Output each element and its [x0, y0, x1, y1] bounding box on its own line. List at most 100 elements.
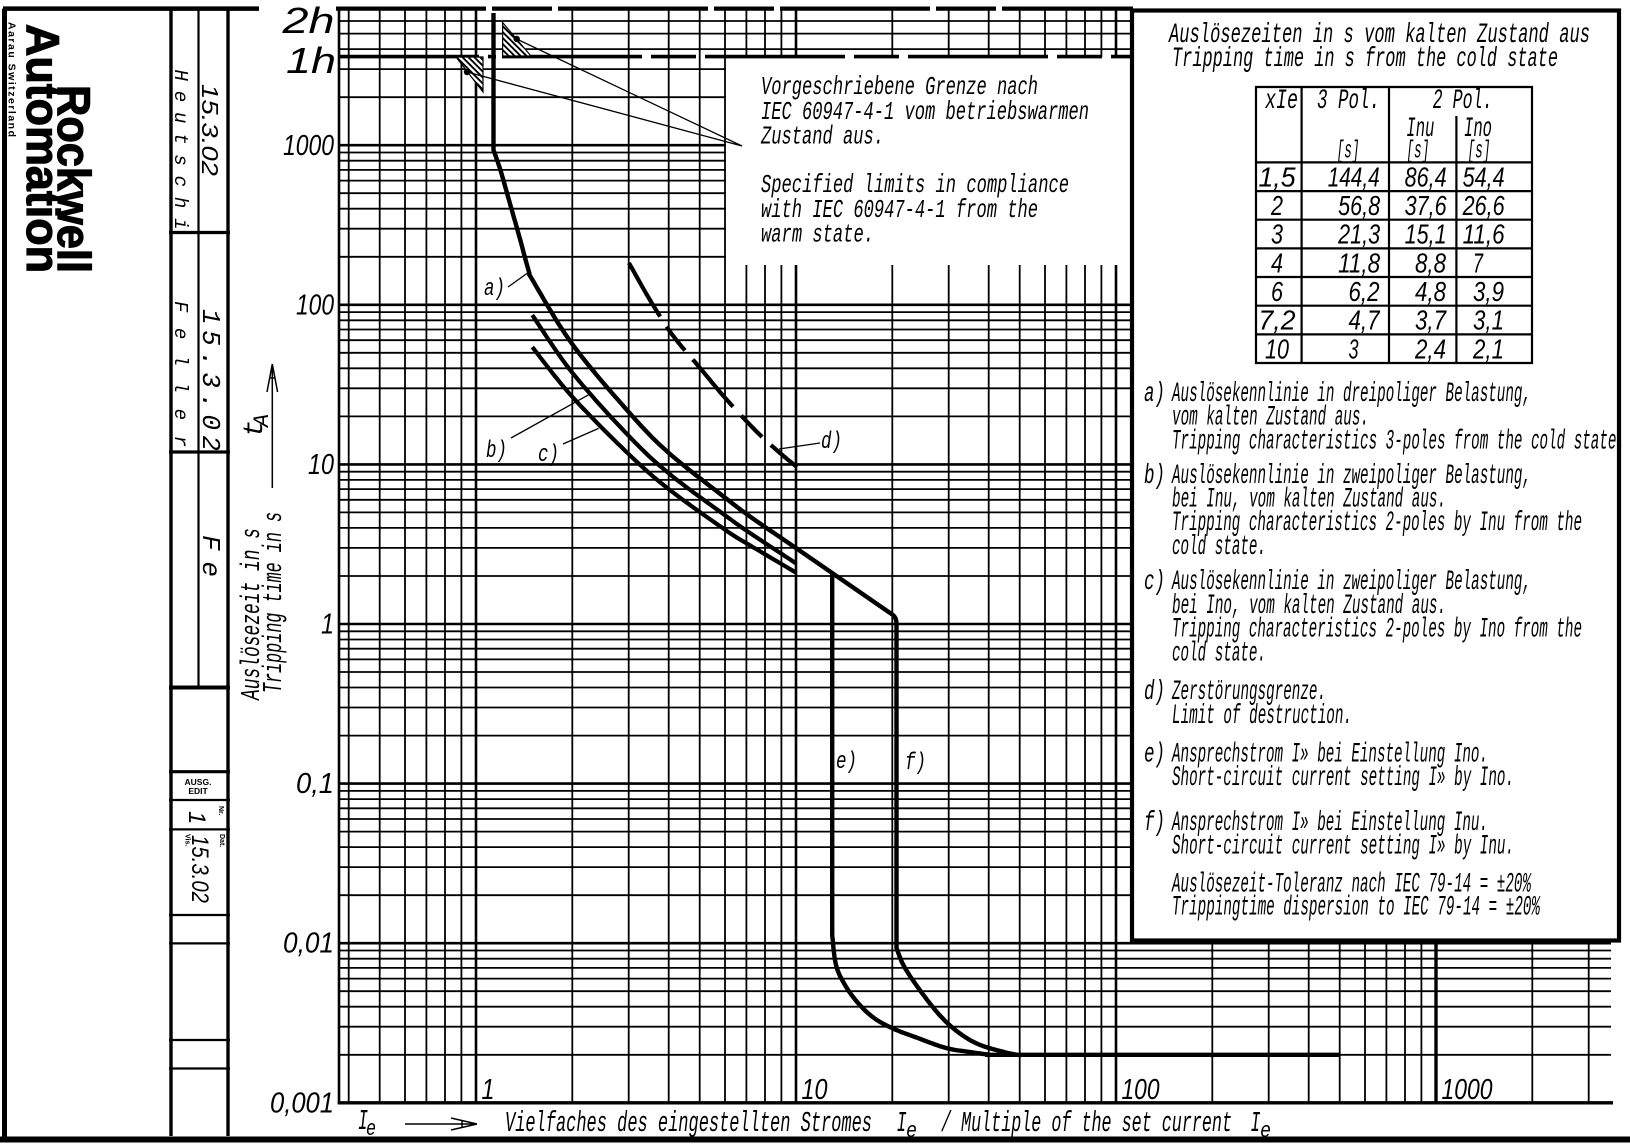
svg-text:3,9: 3,9 [1473, 276, 1504, 307]
svg-text:warm state.: warm state. [761, 220, 874, 250]
svg-text:0,01: 0,01 [283, 928, 334, 960]
svg-text:a): a) [1144, 379, 1165, 410]
svg-text:Specified limits in compliance: Specified limits in compliance [761, 170, 1069, 200]
svg-text:0,1: 0,1 [296, 768, 334, 800]
svg-text:IEC 60947-4-1 vom betriebswarm: IEC 60947-4-1 vom betriebswarmen [761, 97, 1089, 127]
svg-text:Auslösekennlinie in dreipolige: Auslösekennlinie in dreipoliger Belastun… [1171, 379, 1531, 410]
svg-text:cold state.: cold state. [1172, 638, 1266, 669]
svg-text:10: 10 [308, 449, 334, 481]
svg-text:26,6: 26,6 [1462, 190, 1505, 221]
svg-text:7,2: 7,2 [1259, 305, 1296, 336]
svg-text:AUSG.: AUSG. [185, 777, 212, 787]
svg-text:1: 1 [482, 1074, 495, 1106]
svg-text:1h: 1h [286, 40, 336, 81]
svg-text:b): b) [1144, 461, 1165, 492]
svg-text:[s]: [s] [1406, 137, 1429, 166]
svg-text:1: 1 [183, 811, 210, 824]
svg-text:/ Multiple of the set current: / Multiple of the set current [941, 1107, 1232, 1140]
svg-text:a): a) [484, 276, 505, 303]
svg-text:A: A [250, 414, 275, 429]
svg-text:Rockwell: Rockwell [48, 85, 100, 273]
svg-text:2h: 2h [281, 0, 334, 41]
svg-text:56,8: 56,8 [1338, 190, 1380, 221]
svg-text:15.3.02: 15.3.02 [197, 84, 223, 176]
svg-text:21,3: 21,3 [1337, 219, 1380, 250]
svg-text:Limit of destruction.: Limit of destruction. [1172, 701, 1352, 732]
svg-text:4,7: 4,7 [1349, 305, 1381, 336]
svg-text:Ansprechstrom I» bei Einstellu: Ansprechstrom I» bei Einstellung Inu. [1171, 808, 1488, 839]
svg-text:3,7: 3,7 [1415, 305, 1447, 336]
svg-text:3 Pol.: 3 Pol. [1317, 86, 1380, 117]
svg-text:144,4: 144,4 [1328, 161, 1380, 192]
svg-text:Inu: Inu [1406, 114, 1434, 145]
svg-text:Tripping time in s: Tripping time in s [260, 512, 290, 693]
svg-text:f): f) [1144, 808, 1165, 839]
svg-text:d): d) [821, 429, 842, 456]
svg-text:37,6: 37,6 [1405, 190, 1447, 221]
svg-text:I: I [1251, 1107, 1261, 1140]
svg-text:Nr.: Nr. [217, 806, 224, 815]
svg-text:7: 7 [1473, 247, 1484, 278]
svg-text:Auslösezeit in s: Auslösezeit in s [238, 528, 268, 701]
svg-text:6: 6 [1271, 276, 1283, 307]
svg-text:15.3.02: 15.3.02 [195, 309, 225, 451]
svg-text:11,6: 11,6 [1463, 219, 1505, 250]
svg-text:e: e [1260, 1119, 1271, 1144]
svg-text:10: 10 [1265, 333, 1289, 364]
svg-text:3: 3 [1349, 333, 1359, 364]
svg-text:54,4: 54,4 [1463, 161, 1505, 192]
svg-text:t: t [240, 420, 271, 437]
svg-text:6,2: 6,2 [1349, 276, 1380, 307]
svg-text:4: 4 [1271, 247, 1283, 278]
svg-text:cold state.: cold state. [1172, 532, 1266, 563]
svg-text:Auslösekennlinie in zweipolige: Auslösekennlinie in zweipoliger Belastun… [1171, 567, 1531, 598]
svg-text:10: 10 [802, 1074, 828, 1106]
svg-text:Auslösezeit-Toleranz nach IEC: Auslösezeit-Toleranz nach IEC 79-14 = ±2… [1171, 870, 1532, 901]
svg-text:EDIT: EDIT [188, 786, 208, 796]
svg-text:Tripping characteristics 3-pol: Tripping characteristics 3-poles from th… [1172, 426, 1625, 457]
svg-text:Vis.: Vis. [184, 834, 191, 846]
svg-text:1000: 1000 [1442, 1074, 1493, 1106]
svg-text:Dat.: Dat. [218, 834, 225, 847]
svg-text:2,1: 2,1 [1472, 333, 1504, 364]
svg-text:1: 1 [321, 609, 334, 641]
svg-text:2: 2 [1270, 190, 1283, 221]
svg-text:0,001: 0,001 [270, 1087, 334, 1119]
svg-text:bei Ino, vom kalten Zustand au: bei Ino, vom kalten Zustand aus. [1172, 591, 1446, 622]
svg-text:Vielfaches des eingestellten S: Vielfaches des eingestellten Stromes [505, 1107, 872, 1140]
svg-text:Aarau Switzerland: Aarau Switzerland [6, 22, 18, 137]
svg-text:8,8: 8,8 [1415, 247, 1446, 278]
svg-text:Ino: Ino [1464, 114, 1492, 145]
svg-text:[s]: [s] [1337, 137, 1360, 166]
svg-text:e: e [366, 1117, 376, 1142]
svg-text:Trippingtime dispersion to IEC: Trippingtime dispersion to IEC 79-14 = ±… [1172, 892, 1541, 923]
svg-text:1,5: 1,5 [1259, 161, 1296, 192]
svg-text:I: I [358, 1105, 368, 1138]
svg-text:Tripping characteristics 2-pol: Tripping characteristics 2-poles by Inu … [1172, 508, 1582, 539]
svg-text:4,8: 4,8 [1415, 276, 1446, 307]
svg-text:I: I [897, 1107, 907, 1140]
svg-text:3,1: 3,1 [1473, 305, 1504, 336]
svg-text:bei Inu, vom kalten Zustand au: bei Inu, vom kalten Zustand aus. [1172, 485, 1446, 516]
svg-text:Auslösezeiten in s vom kalten: Auslösezeiten in s vom kalten Zustand au… [1168, 20, 1590, 51]
svg-text:86,4: 86,4 [1405, 161, 1447, 192]
svg-text:[s]: [s] [1468, 137, 1491, 166]
svg-text:Short-circuit current setting: Short-circuit current setting I» by Inu. [1172, 832, 1514, 863]
svg-text:1000: 1000 [283, 130, 334, 162]
svg-text:Vorgeschriebene Grenze nach: Vorgeschriebene Grenze nach [761, 72, 1038, 102]
svg-text:2,4: 2,4 [1414, 333, 1446, 364]
svg-text:f): f) [905, 750, 926, 777]
svg-text:Automation: Automation [17, 24, 69, 273]
svg-text:15.3.02: 15.3.02 [186, 835, 213, 903]
svg-text:2 Pol.: 2 Pol. [1433, 86, 1493, 117]
svg-text:11,8: 11,8 [1338, 247, 1380, 278]
svg-text:vom kalten Zustand aus.: vom kalten Zustand aus. [1172, 403, 1369, 434]
svg-text:e: e [906, 1119, 917, 1144]
svg-text:c): c) [1144, 567, 1165, 598]
svg-text:3: 3 [1271, 219, 1283, 250]
svg-text:Auslösekennlinie in zweipolige: Auslösekennlinie in zweipoliger Belastun… [1171, 461, 1531, 492]
svg-text:Ansprechstrom I» bei Einstellu: Ansprechstrom I» bei Einstellung Ino. [1171, 739, 1488, 770]
svg-text:Tripping characteristics 2-pol: Tripping characteristics 2-poles by Ino … [1172, 615, 1582, 646]
svg-text:c): c) [538, 442, 559, 469]
svg-text:Zustand aus.: Zustand aus. [760, 122, 884, 152]
